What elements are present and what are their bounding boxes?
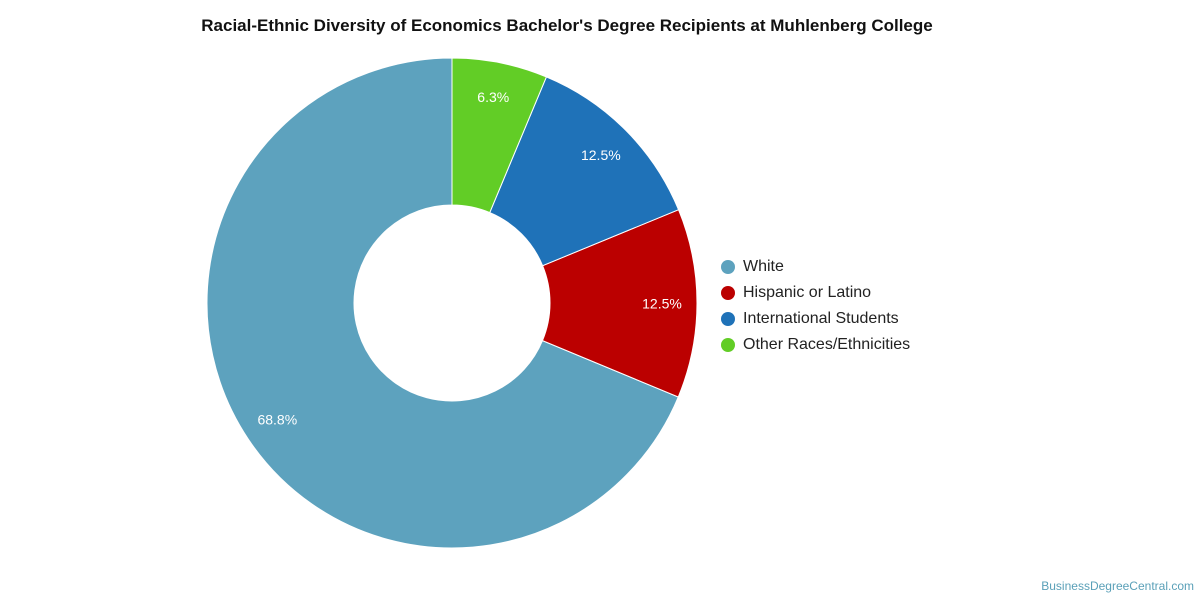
- slice-3[interactable]: [451, 57, 548, 214]
- legend-swatch-icon: [721, 260, 735, 274]
- legend-label: Hispanic or Latino: [743, 284, 872, 301]
- chart-legend: White Hispanic or Latino International Stu…: [721, 254, 910, 358]
- source-credit: BusinessDegreeCentral.com: [1041, 579, 1194, 593]
- slice-0[interactable]: [206, 57, 679, 549]
- slice-1[interactable]: [541, 209, 698, 398]
- legend-label: International Students: [743, 310, 899, 327]
- slice-label-1: 12.5%: [642, 295, 682, 311]
- legend-item-3[interactable]: Other Races/Ethnicities: [721, 332, 910, 358]
- legend-label: White: [743, 258, 784, 275]
- slice-label-0: 68.8%: [257, 412, 297, 428]
- legend-swatch-icon: [721, 286, 735, 300]
- legend-item-1[interactable]: Hispanic or Latino: [721, 280, 910, 306]
- slice-label-2: 12.5%: [581, 147, 621, 163]
- legend-label: Other Races/Ethnicities: [743, 336, 911, 353]
- slice-label-3: 6.3%: [477, 89, 509, 105]
- legend-swatch-icon: [721, 312, 735, 326]
- slice-2[interactable]: [489, 76, 680, 267]
- chart-title: Racial-Ethnic Diversity of Economics Bac…: [201, 16, 933, 35]
- legend-item-2[interactable]: International Students: [721, 306, 910, 332]
- legend-swatch-icon: [721, 338, 735, 352]
- legend-item-0[interactable]: White: [721, 254, 910, 280]
